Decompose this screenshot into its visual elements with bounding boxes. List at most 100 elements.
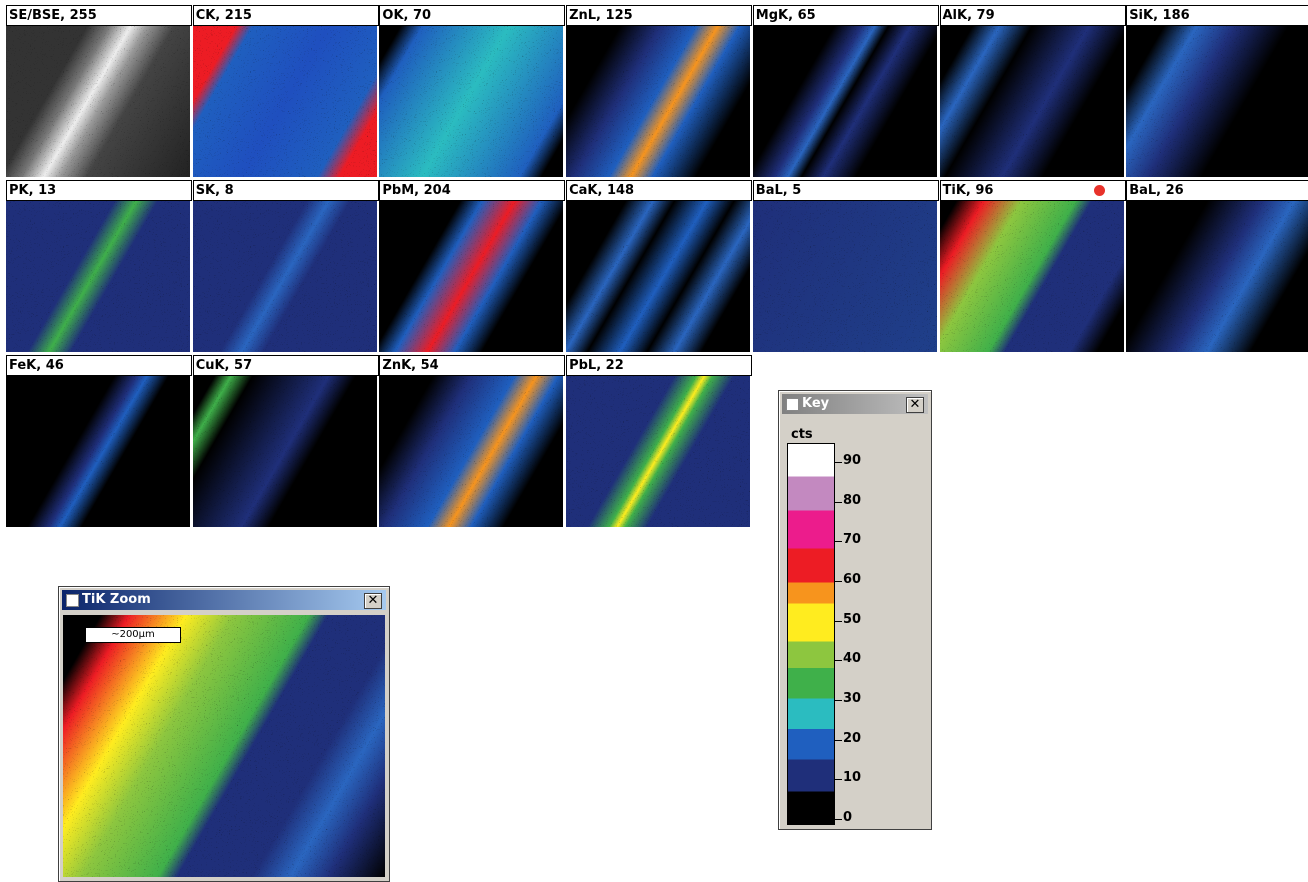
map-label: OK, 70	[379, 5, 565, 26]
element-map[interactable]: PK, 13	[6, 180, 190, 352]
noise-overlay	[940, 26, 1124, 177]
tick-mark	[834, 819, 842, 820]
noise-overlay	[1126, 201, 1308, 352]
element-map[interactable]: CuK, 57	[193, 355, 377, 527]
element-map[interactable]: SK, 8	[193, 180, 377, 352]
noise-overlay	[379, 26, 563, 177]
element-map[interactable]: CaK, 148	[566, 180, 750, 352]
tick-label: 0	[843, 810, 852, 825]
map-image	[940, 201, 1124, 352]
map-image	[940, 26, 1124, 177]
map-label: FeK, 46	[6, 355, 192, 376]
map-image	[379, 201, 563, 352]
map-image	[193, 376, 377, 527]
map-label: BaL, 5	[753, 180, 939, 201]
tick-label: 40	[843, 651, 861, 666]
map-image	[193, 26, 377, 177]
map-image	[379, 376, 563, 527]
noise-overlay	[566, 376, 750, 527]
map-image	[1126, 201, 1308, 352]
noise-overlay	[753, 201, 937, 352]
noise-overlay	[566, 201, 750, 352]
map-image	[6, 376, 190, 527]
close-button[interactable]: ✕	[906, 397, 924, 413]
key-window[interactable]: Key ✕ cts 0 10 20 30 40 50 60 70 80 90	[778, 390, 932, 830]
tick-mark	[834, 541, 842, 542]
scale-bar: ~200µm	[85, 627, 181, 643]
tick-mark	[834, 779, 842, 780]
zoom-title: TiK Zoom	[82, 592, 151, 607]
noise-overlay	[193, 26, 377, 177]
tick-mark	[834, 660, 842, 661]
zoom-window[interactable]: TiK Zoom ✕ ~200µm	[58, 586, 390, 882]
status-dot	[1094, 185, 1105, 196]
tick-label: 10	[843, 770, 861, 785]
map-label: CK, 215	[193, 5, 379, 26]
element-map[interactable]: BaL, 5	[753, 180, 937, 352]
map-image	[566, 26, 750, 177]
map-image	[1126, 26, 1308, 177]
element-map[interactable]: CK, 215	[193, 5, 377, 177]
element-map[interactable]: AlK, 79	[940, 5, 1124, 177]
map-label: MgK, 65	[753, 5, 939, 26]
map-label: AlK, 79	[940, 5, 1126, 26]
noise-overlay	[379, 376, 563, 527]
noise-overlay	[63, 615, 385, 877]
tick-label: 70	[843, 532, 861, 547]
tick-label: 90	[843, 453, 861, 468]
map-label: SiK, 186	[1126, 5, 1308, 26]
map-label: PK, 13	[6, 180, 192, 201]
map-label: CaK, 148	[566, 180, 752, 201]
element-map[interactable]: BaL, 26	[1126, 180, 1308, 352]
page: {"tiles": [ {"label": "SE/BSE, 255"}, {"…	[0, 0, 1308, 881]
map-image	[6, 201, 190, 352]
noise-overlay	[6, 26, 190, 177]
tick-label: 30	[843, 691, 861, 706]
tick-mark	[834, 462, 842, 463]
map-label: SE/BSE, 255	[6, 5, 192, 26]
map-label: ZnK, 54	[379, 355, 565, 376]
map-image	[753, 26, 937, 177]
element-map[interactable]: ZnL, 125	[566, 5, 750, 177]
noise-overlay	[6, 201, 190, 352]
noise-overlay	[6, 376, 190, 527]
noise-overlay	[753, 26, 937, 177]
scale-bar-label: ~200µm	[111, 629, 155, 640]
key-titlebar: Key ✕	[782, 394, 928, 414]
element-map[interactable]: PbM, 204	[379, 180, 563, 352]
zoom-image: ~200µm	[63, 615, 385, 877]
map-label: PbM, 204	[379, 180, 565, 201]
tick-label: 60	[843, 572, 861, 587]
noise-overlay	[193, 201, 377, 352]
key-unit: cts	[791, 427, 813, 442]
noise-overlay	[193, 376, 377, 527]
tick-label: 20	[843, 731, 861, 746]
map-image	[566, 376, 750, 527]
tick-label: 80	[843, 493, 861, 508]
tick-mark	[834, 502, 842, 503]
tick-mark	[834, 581, 842, 582]
element-map[interactable]: PbL, 22	[566, 355, 750, 527]
color-bar	[787, 443, 835, 825]
tick-mark	[834, 700, 842, 701]
zoom-titlebar: TiK Zoom ✕	[62, 590, 386, 610]
close-button[interactable]: ✕	[364, 593, 382, 609]
element-map[interactable]: SiK, 186	[1126, 5, 1308, 177]
key-title: Key	[802, 396, 829, 411]
element-map[interactable]: FeK, 46	[6, 355, 190, 527]
map-label: BaL, 26	[1126, 180, 1308, 201]
map-image	[193, 201, 377, 352]
tick-label: 50	[843, 612, 861, 627]
element-map[interactable]: ZnK, 54	[379, 355, 563, 527]
map-image	[379, 26, 563, 177]
element-map[interactable]: TiK, 96	[940, 180, 1124, 352]
noise-overlay	[1126, 26, 1308, 177]
map-image	[566, 201, 750, 352]
tick-mark	[834, 740, 842, 741]
element-map[interactable]: OK, 70	[379, 5, 563, 177]
map-label: ZnL, 125	[566, 5, 752, 26]
noise-overlay	[566, 26, 750, 177]
tick-mark	[834, 621, 842, 622]
element-map[interactable]: SE/BSE, 255	[6, 5, 190, 177]
element-map[interactable]: MgK, 65	[753, 5, 937, 177]
